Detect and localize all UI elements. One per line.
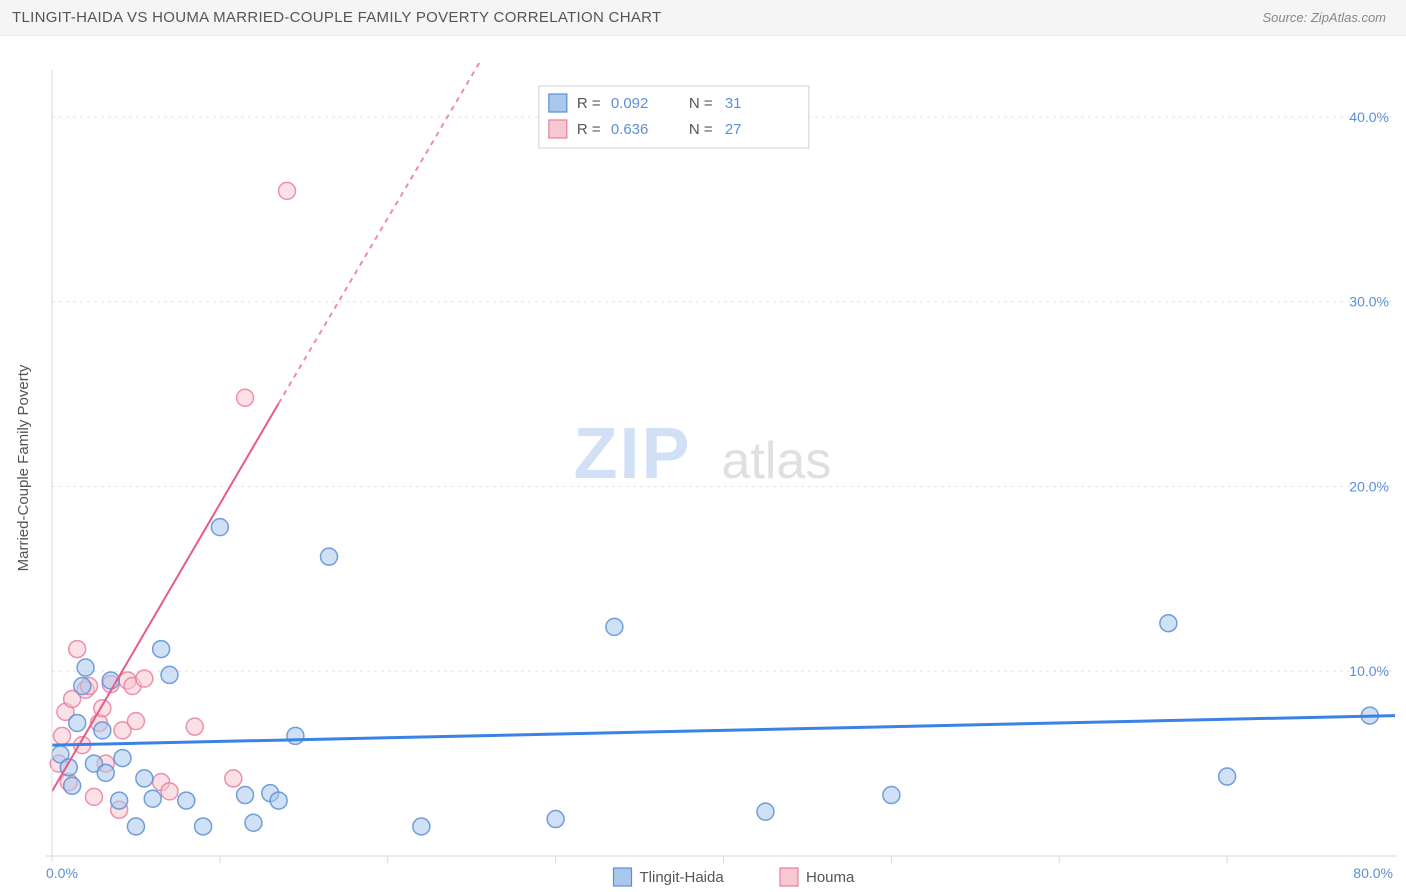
data-point [94,722,111,739]
legend-r-value: 0.636 [611,121,649,138]
data-point [245,814,262,831]
trendline-tlingit [52,716,1395,746]
series-legend-label: Tlingit-Haida [640,869,725,886]
data-point [186,718,203,735]
data-point [74,678,91,695]
legend-swatch [549,120,567,138]
data-point [85,788,102,805]
data-point [97,764,114,781]
data-point [211,519,228,536]
data-point [547,811,564,828]
data-point [279,182,296,199]
data-point [54,727,71,744]
data-point [153,641,170,658]
watermark-atlas: atlas [722,432,832,490]
trendline-houma-dashed [279,62,480,404]
x-tick-label: 80.0% [1353,865,1393,881]
data-point [114,750,131,767]
data-point [136,670,153,687]
data-point [161,666,178,683]
data-point [413,818,430,835]
series-legend-label: Houma [806,869,855,886]
y-tick-label: 30.0% [1349,294,1389,310]
data-point [144,790,161,807]
legend-r-label: R = [577,95,601,112]
data-point [195,818,212,835]
data-point [270,792,287,809]
data-point [127,818,144,835]
data-point [77,659,94,676]
data-point [136,770,153,787]
data-point [606,618,623,635]
plot-area: ZIP atlas 10.0% 20.0% 30.0% 40.0% 0.0% 80.0% Mar… [0,36,1406,892]
data-point [757,803,774,820]
data-point [64,777,81,794]
legend-r-value: 0.092 [611,95,649,112]
legend-n-label: N = [689,95,713,112]
series-legend-swatch [780,868,798,886]
title-bar: TLINGIT-HAIDA VS HOUMA MARRIED-COUPLE FA… [0,0,1406,36]
data-point [237,787,254,804]
data-point [161,783,178,800]
data-point [1219,768,1236,785]
chart-svg: ZIP atlas 10.0% 20.0% 30.0% 40.0% 0.0% 80.0% Mar… [0,36,1406,892]
data-point [69,714,86,731]
data-point [1160,615,1177,632]
data-point [225,770,242,787]
data-point [320,548,337,565]
data-point [69,641,86,658]
legend-swatch [549,94,567,112]
data-point [127,713,144,730]
chart-container: TLINGIT-HAIDA VS HOUMA MARRIED-COUPLE FA… [0,0,1406,892]
data-point [287,727,304,744]
chart-title: TLINGIT-HAIDA VS HOUMA MARRIED-COUPLE FA… [12,9,661,26]
data-point [178,792,195,809]
x-tick-label: 0.0% [46,865,78,881]
data-point [883,787,900,804]
watermark-zip: ZIP [574,414,692,494]
y-axis-label: Married-Couple Family Poverty [15,364,32,571]
legend-n-value: 27 [725,121,742,138]
trendline-houma-solid [52,403,279,791]
source-label: Source: ZipAtlas.com [1262,10,1386,25]
y-tick-label: 10.0% [1349,663,1389,679]
legend-n-value: 31 [725,95,742,112]
legend-r-label: R = [577,121,601,138]
y-tick-label: 40.0% [1349,109,1389,125]
series-legend-swatch [614,868,632,886]
data-point [111,792,128,809]
data-point [237,389,254,406]
y-tick-label: 20.0% [1349,478,1389,494]
legend-n-label: N = [689,121,713,138]
